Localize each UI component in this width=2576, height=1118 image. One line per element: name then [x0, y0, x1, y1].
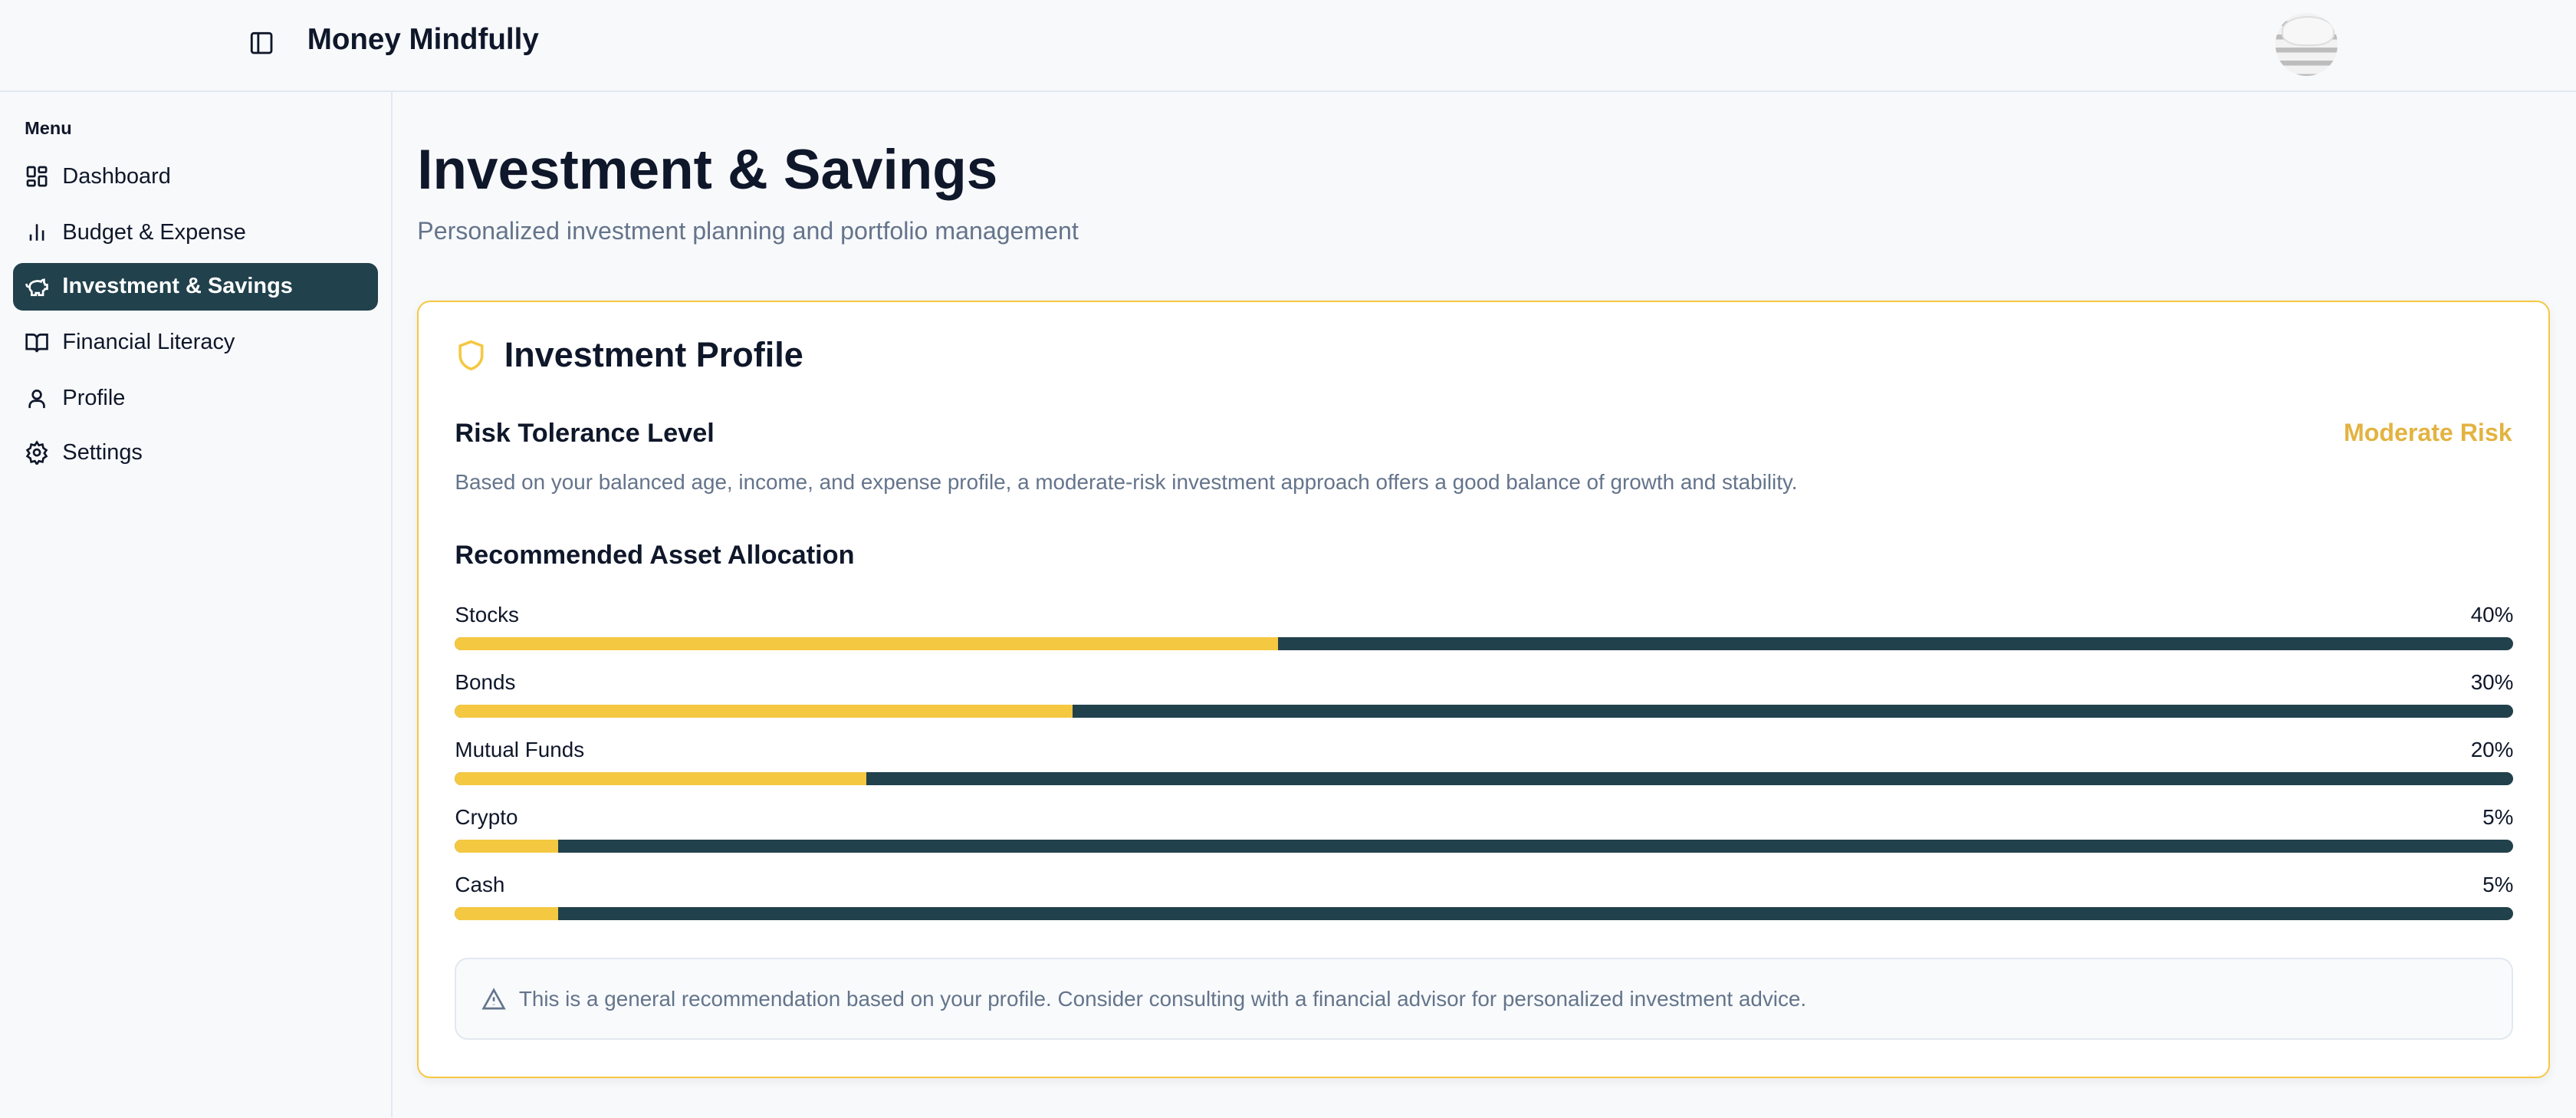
shield-icon: [458, 340, 484, 370]
sidebar-item-label: Profile: [62, 386, 126, 411]
sidebar: Menu Dashboard Budget & Expense Investme…: [0, 92, 393, 1118]
allocation-bar: [455, 771, 2514, 786]
sidebar-item-settings[interactable]: Settings: [13, 429, 378, 476]
allocation-bar-fill: [455, 906, 558, 920]
page-subtitle: Personalized investment planning and por…: [417, 216, 1079, 245]
allocation-row: Crypto 5%: [455, 804, 2514, 854]
sidebar-item-label: Financial Literacy: [62, 330, 235, 355]
sidebar-item-label: Investment & Savings: [62, 274, 293, 299]
allocation-percent: 20%: [2470, 737, 2514, 761]
risk-tolerance-label: Risk Tolerance Level: [455, 419, 715, 449]
allocation-bar-fill: [455, 637, 1279, 651]
card-title: Investment Profile: [455, 335, 803, 375]
book-icon: [25, 333, 48, 353]
risk-description: Based on your balanced age, income, and …: [455, 469, 1798, 494]
allocation-percent: 5%: [2482, 804, 2514, 829]
warning-icon: [481, 987, 506, 1010]
allocation-label: Cash: [455, 872, 505, 896]
allocation-percent: 40%: [2470, 603, 2514, 627]
menu-label: Menu: [25, 118, 72, 139]
sidebar-item-budget[interactable]: Budget & Expense: [13, 209, 378, 256]
sidebar-item-financial-literacy[interactable]: Financial Literacy: [13, 319, 378, 367]
app-title: Money Mindfully: [307, 23, 539, 56]
page-title: Investment & Savings: [417, 139, 998, 201]
allocation-percent: 5%: [2482, 872, 2514, 896]
allocation-row: Cash 5%: [455, 872, 2514, 922]
allocation-row: Mutual Funds 20%: [455, 737, 2514, 787]
allocation-label: Bonds: [455, 670, 516, 695]
allocation-bar: [455, 705, 2514, 718]
sidebar-item-investment[interactable]: Investment & Savings: [13, 262, 378, 311]
investment-profile-card: Investment Profile Risk Tolerance Level …: [417, 301, 2550, 1078]
allocation-row: Stocks 40%: [455, 603, 2514, 652]
gear-icon: [25, 440, 48, 465]
piggy-bank-icon: [25, 278, 48, 296]
allocation-label: Crypto: [455, 804, 518, 829]
allocation-bar: [455, 906, 2514, 920]
allocation-label: Mutual Funds: [455, 737, 585, 761]
allocation-title: Recommended Asset Allocation: [455, 540, 855, 570]
card-title-text: Investment Profile: [504, 334, 803, 374]
disclaimer-text: This is a general recommendation based o…: [518, 986, 1807, 1011]
sidebar-toggle-icon[interactable]: [248, 30, 274, 56]
allocation-bar-fill: [455, 771, 867, 786]
allocation-bar: [455, 839, 2514, 853]
sidebar-item-label: Settings: [62, 439, 143, 465]
dashboard-icon: [26, 166, 48, 187]
risk-tolerance-value: Moderate Risk: [2343, 419, 2512, 447]
sidebar-item-label: Dashboard: [62, 163, 171, 189]
allocation-label: Stocks: [455, 603, 519, 627]
avatar[interactable]: [2275, 13, 2338, 76]
allocation-bar-fill: [455, 705, 1073, 718]
sidebar-item-label: Budget & Expense: [62, 219, 246, 245]
allocation-bar: [455, 637, 2514, 651]
bar-chart-icon: [29, 224, 44, 241]
top-header: Money Mindfully: [0, 0, 2576, 92]
allocation-row: Bonds 30%: [455, 670, 2514, 719]
allocation-bar-fill: [455, 839, 558, 853]
allocation-percent: 30%: [2470, 670, 2514, 695]
sidebar-item-dashboard[interactable]: Dashboard: [13, 153, 378, 200]
sidebar-item-profile[interactable]: Profile: [13, 375, 378, 423]
disclaimer-notice: This is a general recommendation based o…: [455, 958, 2514, 1041]
user-icon: [28, 389, 45, 408]
